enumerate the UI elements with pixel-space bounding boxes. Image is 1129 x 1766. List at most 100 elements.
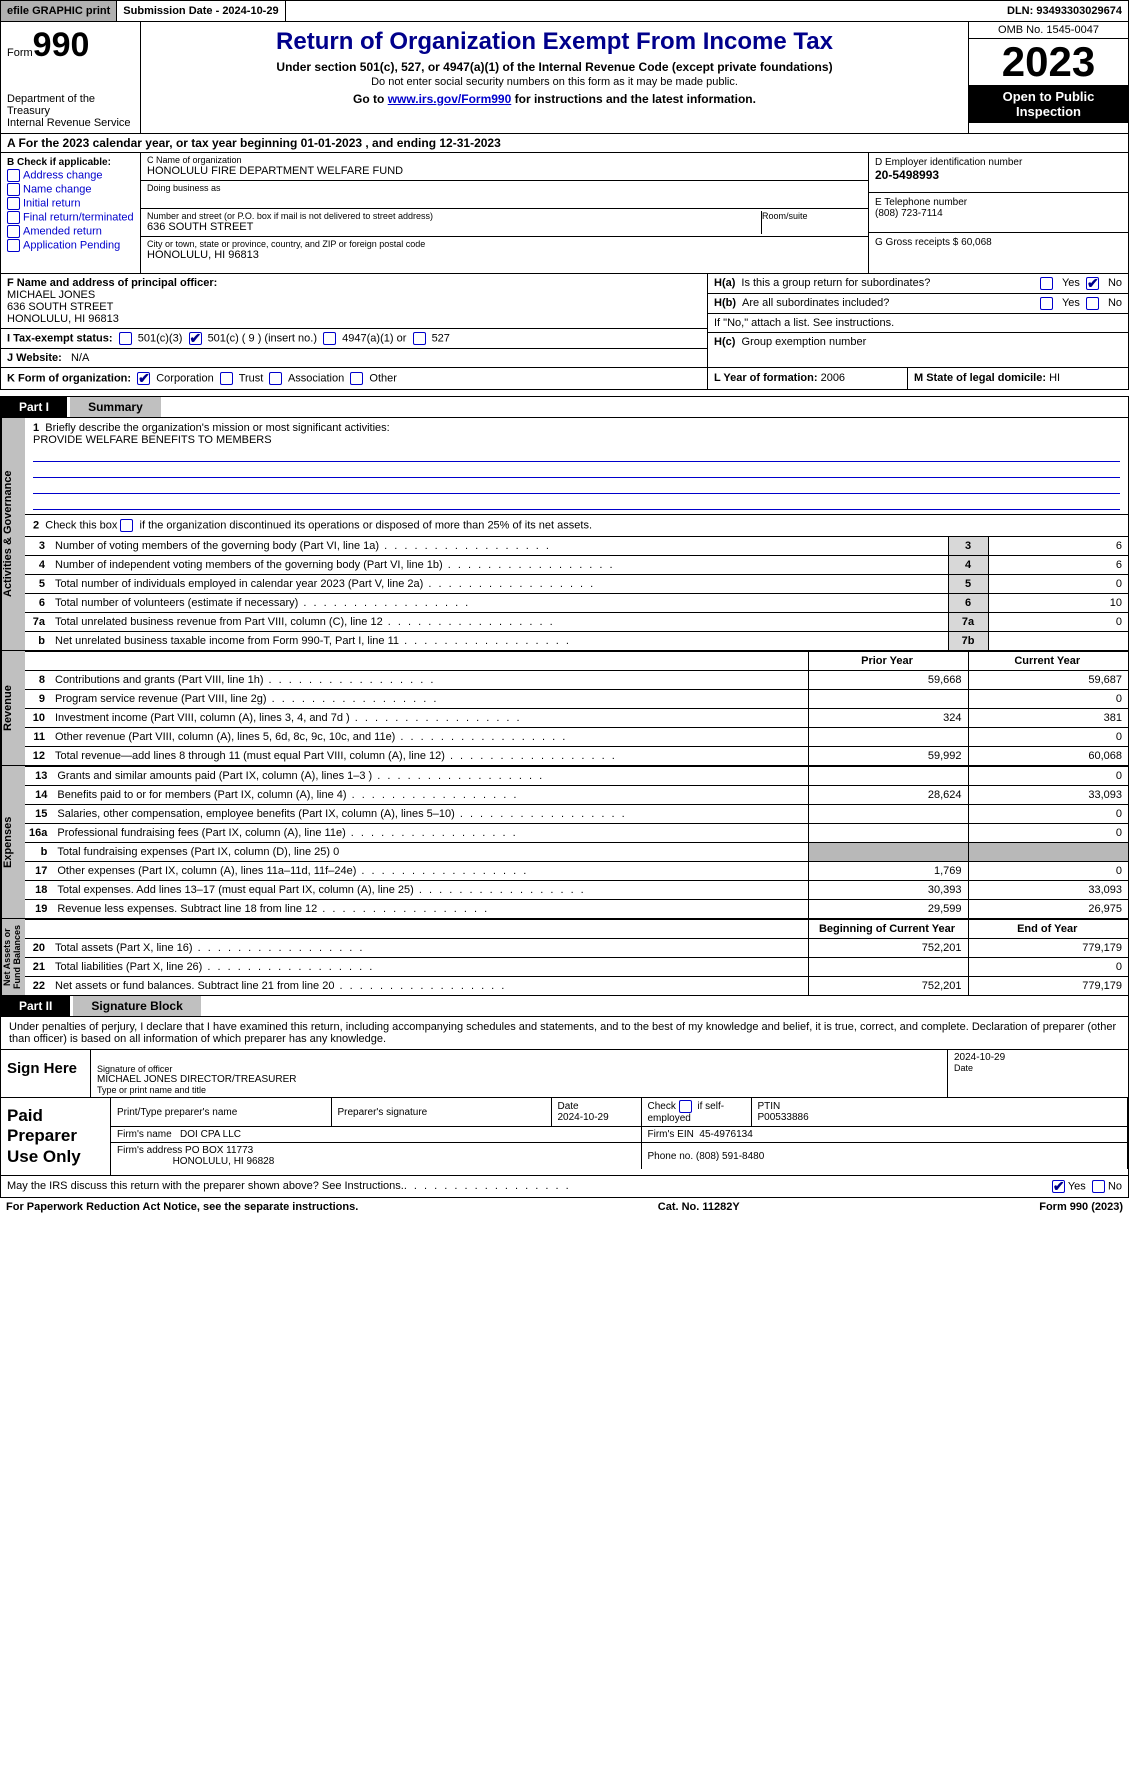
- cb-ha-no[interactable]: [1086, 277, 1099, 290]
- line-text: Salaries, other compensation, employee b…: [53, 805, 808, 824]
- cb-corp[interactable]: [137, 372, 150, 385]
- form-prefix: Form: [7, 47, 33, 59]
- box-f-lbl: F Name and address of principal officer:: [7, 277, 217, 289]
- part2-header: Part II Signature Block: [0, 996, 1129, 1017]
- prior-year-val: [808, 767, 968, 786]
- officer-name: MICHAEL JONES: [7, 289, 95, 301]
- box-l: L Year of formation: 2006: [708, 368, 908, 389]
- form-header: Form990 Department of the Treasury Inter…: [0, 22, 1129, 134]
- line-num: 9: [25, 690, 51, 709]
- paid-preparer-table: Print/Type preparer's name Preparer's si…: [111, 1098, 1128, 1169]
- cb-initial-return[interactable]: Initial return: [7, 197, 134, 210]
- top-bar: efile GRAPHIC print Submission Date - 20…: [0, 0, 1129, 22]
- gross-cell: G Gross receipts $ 60,068: [869, 233, 1128, 273]
- ptin-cell: PTINP00533886: [751, 1098, 1128, 1127]
- cb-other[interactable]: [350, 372, 363, 385]
- cb-501c3[interactable]: [119, 332, 132, 345]
- city-lbl: City or town, state or province, country…: [147, 239, 862, 249]
- header-left: Form990 Department of the Treasury Inter…: [1, 22, 141, 133]
- line-box: 5: [948, 575, 988, 594]
- cb-hb-yes[interactable]: [1040, 297, 1053, 310]
- org-name-cell: C Name of organization HONOLULU FIRE DEP…: [141, 153, 868, 181]
- current-year-val: 0: [968, 805, 1128, 824]
- phone-cell: E Telephone number (808) 723-7114: [869, 193, 1128, 233]
- discuss-row: May the IRS discuss this return with the…: [0, 1176, 1129, 1198]
- header-center: Return of Organization Exempt From Incom…: [141, 22, 968, 133]
- line-text: Contributions and grants (Part VIII, lin…: [51, 671, 808, 690]
- addr-cell: Number and street (or P.O. box if mail i…: [147, 211, 762, 234]
- cb-discuss-no[interactable]: [1092, 1180, 1105, 1193]
- room-lbl: Room/suite: [762, 211, 862, 221]
- fij-left: F Name and address of principal officer:…: [1, 274, 708, 367]
- cb-address-change[interactable]: Address change: [7, 169, 134, 182]
- addr-lbl: Number and street (or P.O. box if mail i…: [147, 211, 761, 221]
- box-k-lbl: K Form of organization:: [7, 372, 131, 384]
- form-title: Return of Organization Exempt From Incom…: [149, 28, 960, 56]
- line-val: 6: [988, 537, 1128, 556]
- efile-label: efile GRAPHIC print: [1, 1, 117, 21]
- line-num: 15: [25, 805, 53, 824]
- cb-application-pending[interactable]: Application Pending: [7, 239, 134, 252]
- line-text: Number of independent voting members of …: [51, 556, 948, 575]
- sign-here-label: Sign Here: [1, 1050, 91, 1097]
- prior-year-val: [808, 728, 968, 747]
- firm-ein-cell: Firm's EIN 45-4976134: [641, 1127, 1128, 1143]
- dba-cell: Doing business as: [141, 181, 868, 209]
- cb-501c[interactable]: [189, 332, 202, 345]
- line-text: Revenue less expenses. Subtract line 18 …: [53, 900, 808, 919]
- line-num: 4: [25, 556, 51, 575]
- form-number: Form990: [7, 26, 134, 65]
- cb-self-employed[interactable]: [679, 1100, 692, 1113]
- open-to-public: Open to Public Inspection: [969, 85, 1128, 123]
- form-footer: Form 990 (2023): [1039, 1201, 1123, 1213]
- city-cell: City or town, state or province, country…: [141, 237, 868, 265]
- current-year-val: 0: [968, 958, 1128, 977]
- hdr-end-year: End of Year: [968, 920, 1128, 939]
- cb-name-change[interactable]: Name change: [7, 183, 134, 196]
- current-year-val: 0: [968, 824, 1128, 843]
- cb-final-return[interactable]: Final return/terminated: [7, 211, 134, 224]
- current-year-val: 0: [968, 728, 1128, 747]
- line-num: 21: [25, 958, 51, 977]
- cb-amended-return[interactable]: Amended return: [7, 225, 134, 238]
- part2-title: Signature Block: [73, 996, 200, 1016]
- sidelabel-ag: Activities & Governance: [1, 418, 25, 650]
- cb-trust[interactable]: [220, 372, 233, 385]
- cb-discontinued[interactable]: [120, 519, 133, 532]
- signature-text: Under penalties of perjury, I declare th…: [0, 1017, 1129, 1049]
- cb-hb-no[interactable]: [1086, 297, 1099, 310]
- box-hb-note: If "No," attach a list. See instructions…: [708, 314, 1128, 333]
- box-ha: H(a) Is this a group return for subordin…: [708, 274, 1128, 294]
- cb-discuss-yes[interactable]: [1052, 1180, 1065, 1193]
- current-year-val: 381: [968, 709, 1128, 728]
- ein-val: 20-5498993: [875, 168, 939, 182]
- line-val: 6: [988, 556, 1128, 575]
- current-year-val: 0: [968, 690, 1128, 709]
- prior-year-val: [808, 958, 968, 977]
- prior-year-val: 59,668: [808, 671, 968, 690]
- line-text: Total number of volunteers (estimate if …: [51, 594, 948, 613]
- city-val: HONOLULU, HI 96813: [147, 249, 862, 261]
- officer-name-title: MICHAEL JONES DIRECTOR/TREASURER: [97, 1074, 941, 1085]
- part2-num: Part II: [1, 996, 70, 1016]
- firm-addr-cell: Firm's address PO BOX 11773 HONOLULU, HI…: [111, 1143, 641, 1170]
- line-text: Professional fundraising fees (Part IX, …: [53, 824, 808, 843]
- cat-no: Cat. No. 11282Y: [358, 1201, 1039, 1213]
- fij-right: H(a) Is this a group return for subordin…: [708, 274, 1128, 367]
- prior-year-val: 30,393: [808, 881, 968, 900]
- klm-row: K Form of organization: Corporation Trus…: [0, 368, 1129, 390]
- cb-527[interactable]: [413, 332, 426, 345]
- cb-ha-yes[interactable]: [1040, 277, 1053, 290]
- line-num: 12: [25, 747, 51, 766]
- line-text: Benefits paid to or for members (Part IX…: [53, 786, 808, 805]
- officer-sig-cell: Signature of officer MICHAEL JONES DIREC…: [91, 1050, 948, 1097]
- line-num: b: [25, 843, 53, 862]
- cb-4947[interactable]: [323, 332, 336, 345]
- ag-body: 1 Briefly describe the organization's mi…: [25, 418, 1128, 650]
- irs-link[interactable]: www.irs.gov/Form990: [388, 92, 512, 106]
- line-text: Total unrelated business revenue from Pa…: [51, 613, 948, 632]
- line-text: Grants and similar amounts paid (Part IX…: [53, 767, 808, 786]
- sub3-post: for instructions and the latest informat…: [511, 92, 756, 106]
- cb-assoc[interactable]: [269, 372, 282, 385]
- phone-val: (808) 723-7114: [875, 208, 1122, 219]
